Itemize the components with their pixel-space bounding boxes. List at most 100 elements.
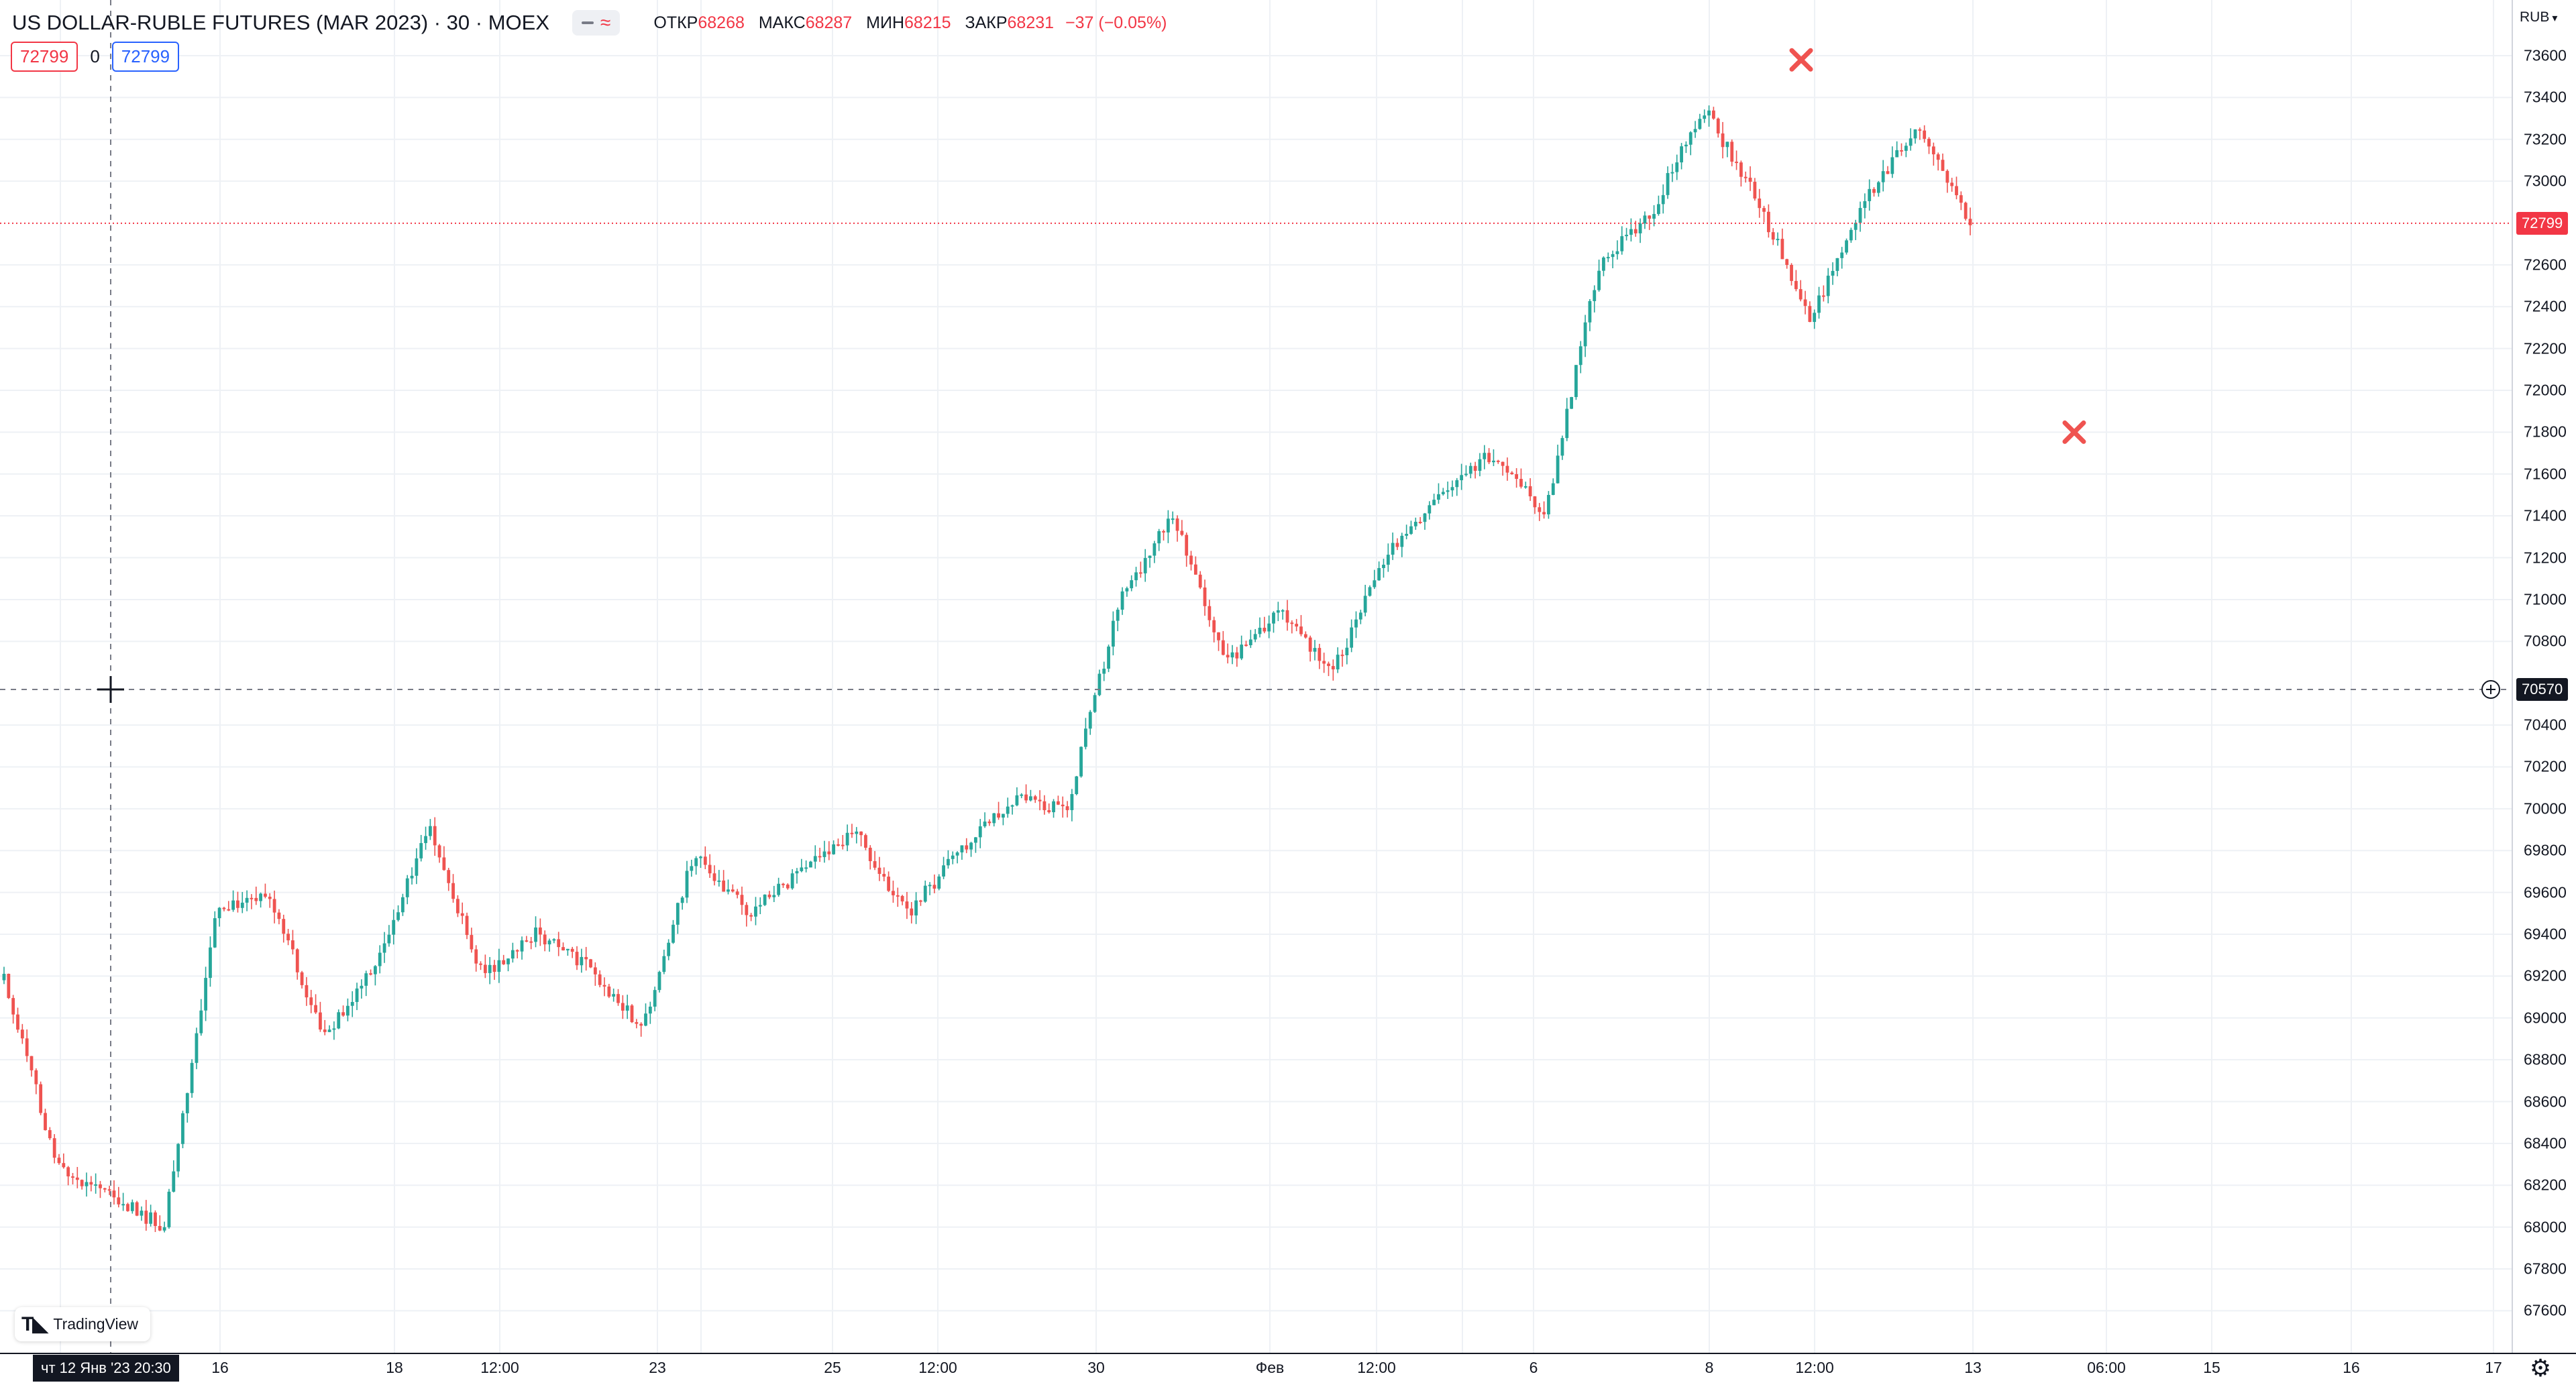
currency-selector[interactable]: RUB ▾ (2520, 9, 2557, 25)
candle-body (428, 826, 432, 836)
candle-body (240, 902, 244, 908)
candle-body (1854, 223, 1858, 230)
candle-body (437, 845, 441, 858)
candle-body (1437, 494, 1440, 500)
candle-body (662, 956, 666, 972)
cross-marker-icon (2062, 420, 2086, 444)
candle-body (1423, 513, 1427, 522)
candle-body (1620, 236, 1624, 252)
candle-body (1138, 572, 1142, 574)
candle-body (1083, 728, 1087, 747)
candle-body (584, 956, 588, 960)
candle-body (795, 871, 799, 874)
candle-body (447, 870, 451, 883)
last-price-label: 72799 (2516, 211, 2569, 235)
candle-body (382, 943, 386, 953)
candle-body (850, 832, 854, 834)
tradingview-logo[interactable]: T◣ TradingView (15, 1307, 150, 1341)
candle-body (809, 861, 812, 868)
price-tick-label: 69000 (2524, 1009, 2567, 1027)
candle-body (1556, 455, 1560, 484)
candle-body (1735, 162, 1738, 164)
sell-price-button[interactable]: 72799 (11, 42, 78, 72)
candle-body (85, 1182, 89, 1186)
candle-body (1923, 130, 1927, 140)
candle-body (727, 889, 730, 892)
candle-body (341, 1012, 345, 1016)
candle-body (396, 912, 400, 920)
candle-body (222, 907, 226, 909)
candle-body (1570, 397, 1574, 409)
price-tick-label: 69800 (2524, 841, 2567, 859)
close-label: ЗАКР (965, 13, 1008, 32)
candle-body (130, 1202, 134, 1211)
candle-body (195, 1033, 199, 1063)
candle-body (570, 948, 574, 952)
candle-body (534, 927, 537, 942)
candle-body (1460, 475, 1464, 481)
indicator-toggle-pill[interactable]: ≈ (572, 10, 621, 36)
candle-body (360, 985, 364, 989)
candle-body (1441, 492, 1445, 494)
price-tick-label: 70000 (2524, 799, 2567, 818)
candle-body (580, 956, 584, 966)
candle-body (1858, 208, 1862, 223)
add-alert-plus-icon[interactable] (2481, 680, 2500, 700)
candle-body (1849, 229, 1853, 241)
price-tick-label: 71200 (2524, 549, 2567, 567)
time-tick-label: 25 (824, 1359, 841, 1376)
candle-body (48, 1130, 52, 1139)
candle-body (722, 880, 726, 892)
candle-body (492, 964, 496, 972)
candle-body (1382, 565, 1385, 568)
candle-body (1900, 150, 1903, 152)
candle-body (621, 1003, 625, 1011)
candle-body (1845, 240, 1848, 253)
candle-body (1515, 474, 1519, 480)
candle-body (1602, 257, 1605, 271)
candle-body (1395, 543, 1399, 547)
candle-body (947, 858, 950, 866)
candle-body (1615, 251, 1619, 254)
candle-body (685, 871, 689, 898)
candle-body (1336, 655, 1340, 670)
time-tick-label: 30 (1087, 1359, 1105, 1376)
symbol-title[interactable]: US DOLLAR-RUBLE FUTURES (MAR 2023) · 30 … (12, 11, 550, 34)
time-tick-label: 16 (2343, 1359, 2360, 1376)
price-tick-label: 72600 (2524, 256, 2567, 274)
candle-body (1478, 459, 1482, 471)
candle-body (1693, 129, 1697, 133)
candle-body (1327, 663, 1330, 667)
candle-body (1606, 257, 1610, 259)
candle-body (1739, 162, 1743, 177)
time-tick-label: 15 (2203, 1359, 2220, 1376)
gear-icon[interactable]: ⚙ (2529, 1354, 2552, 1382)
candle-body (1281, 610, 1285, 612)
low-value: 68215 (904, 13, 951, 32)
candle-body (1794, 280, 1798, 290)
candle-body (1881, 171, 1885, 182)
candle-body (855, 831, 859, 834)
candle-body (34, 1070, 38, 1084)
candle-body (777, 883, 781, 895)
candle-body (1483, 453, 1487, 459)
candle-body (1171, 518, 1175, 520)
candle-body (923, 885, 927, 902)
candle-body (951, 855, 955, 859)
candle-body (1955, 186, 1958, 196)
candle-body (121, 1204, 125, 1206)
candle-body (1538, 507, 1542, 512)
candle-body (1519, 479, 1523, 487)
candle-body (754, 906, 757, 917)
candle-body (1968, 219, 1972, 225)
candle-body (782, 883, 785, 885)
candle-body (44, 1113, 47, 1131)
candle-body (1111, 620, 1115, 647)
candle-body (1125, 588, 1129, 592)
buy-price-button[interactable]: 72799 (111, 42, 180, 72)
candle-body (1373, 580, 1377, 588)
candle-body (1208, 606, 1212, 620)
close-value: 68231 (1007, 13, 1055, 32)
candle-body (896, 895, 900, 897)
